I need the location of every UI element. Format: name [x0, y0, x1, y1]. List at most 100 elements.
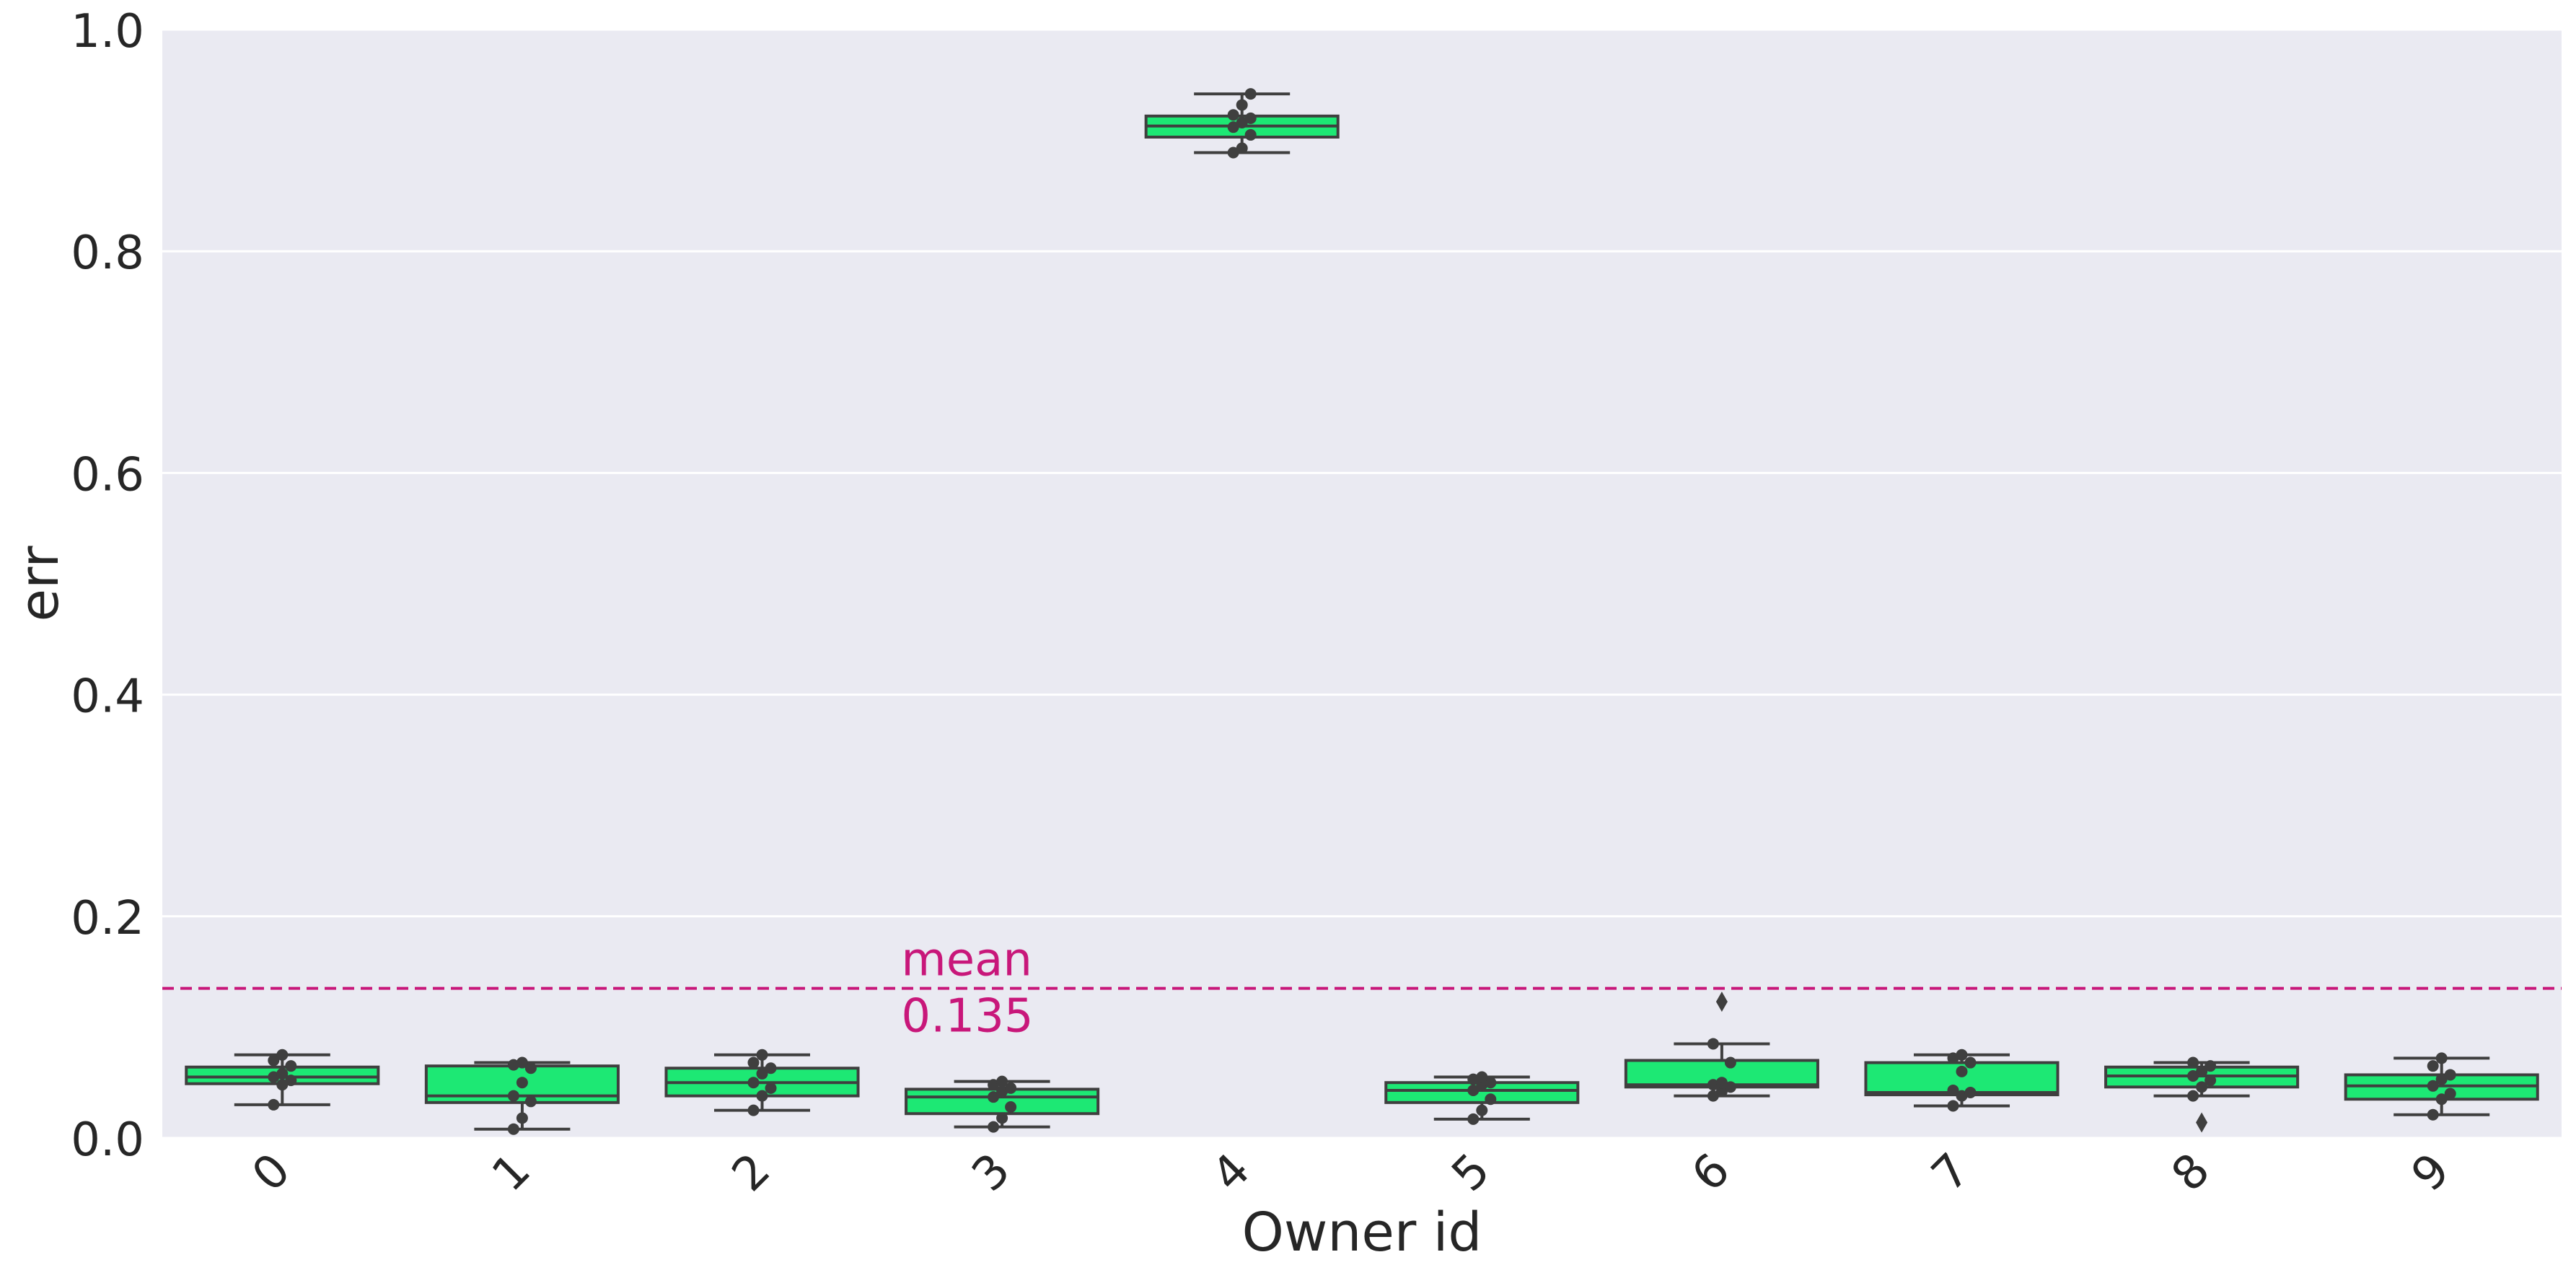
data-point	[1485, 1093, 1497, 1106]
data-point	[756, 1090, 768, 1102]
data-point	[1236, 142, 1248, 154]
data-point	[1724, 1081, 1736, 1093]
data-point	[1947, 1100, 1959, 1112]
y-tick-label: 0.6	[71, 448, 144, 502]
x-tick-labels: 0 1 2 3 4 5 6 7 8 9	[242, 1144, 2461, 1202]
data-point	[765, 1062, 777, 1075]
data-point	[1707, 1079, 1719, 1091]
data-point	[1005, 1100, 1017, 1113]
plot-area	[162, 30, 2562, 1138]
data-point	[747, 1104, 760, 1116]
data-point	[2435, 1093, 2448, 1106]
data-point	[1964, 1056, 1977, 1069]
data-point	[1707, 1038, 1719, 1050]
data-point	[1485, 1077, 1497, 1089]
data-point	[765, 1082, 777, 1094]
mean-label: mean	[901, 934, 1032, 987]
x-tick-label: 3	[962, 1144, 1021, 1202]
data-point	[2427, 1108, 2439, 1121]
data-point	[1476, 1071, 1488, 1083]
data-point	[2435, 1052, 2448, 1064]
outlier-point	[2196, 1112, 2208, 1133]
data-point	[516, 1056, 528, 1069]
x-tick-label: 2	[722, 1144, 781, 1202]
data-point	[268, 1071, 280, 1083]
data-point	[268, 1098, 280, 1111]
y-tick-labels: 0.0 0.2 0.4 0.6 0.8 1.0	[71, 5, 144, 1167]
data-point	[747, 1056, 760, 1069]
x-tick-label: 7	[1922, 1144, 1980, 1202]
data-point	[2427, 1060, 2439, 1072]
data-point	[507, 1123, 519, 1135]
data-point	[524, 1062, 537, 1075]
data-point	[285, 1075, 297, 1087]
data-point	[747, 1077, 760, 1089]
mean-value-label: 0.135	[901, 990, 1033, 1043]
boxes	[185, 88, 2539, 1135]
box-0	[185, 1049, 380, 1111]
x-tick-label: 5	[1442, 1144, 1500, 1202]
x-tick-label: 9	[2401, 1144, 2460, 1202]
box-6	[1624, 992, 1819, 1102]
x-tick-label: 4	[1202, 1144, 1260, 1202]
outlier-point	[1715, 992, 1728, 1012]
data-point	[2444, 1069, 2456, 1081]
y-tick-label: 0.4	[71, 670, 144, 724]
data-point	[988, 1079, 1000, 1091]
data-point	[2196, 1065, 2208, 1077]
box-4	[1144, 88, 1340, 159]
data-point	[276, 1067, 289, 1080]
gridlines	[162, 28, 2562, 1139]
data-point	[2204, 1060, 2217, 1072]
data-point	[1236, 117, 1248, 129]
data-point	[2435, 1073, 2448, 1085]
box-9	[2344, 1052, 2539, 1121]
y-tick-label: 1.0	[71, 5, 144, 58]
data-point	[1947, 1084, 1959, 1096]
data-point	[2187, 1056, 2199, 1069]
data-point	[507, 1059, 519, 1071]
box-8	[2104, 1056, 2300, 1133]
data-point	[1715, 1085, 1728, 1098]
data-point	[1244, 112, 1257, 124]
data-point	[2196, 1081, 2208, 1093]
data-point	[1707, 1090, 1719, 1102]
data-point	[756, 1067, 768, 1080]
data-point	[1964, 1087, 1977, 1099]
data-point	[2187, 1090, 2199, 1102]
data-point	[1005, 1082, 1017, 1094]
data-point	[516, 1077, 528, 1089]
data-point	[285, 1060, 297, 1072]
x-tick-label: 0	[242, 1144, 301, 1202]
x-tick-label: 1	[482, 1144, 540, 1202]
data-point	[2187, 1069, 2199, 1082]
data-point	[516, 1112, 528, 1124]
data-point	[1715, 1077, 1728, 1089]
box-1	[424, 1056, 620, 1135]
data-point	[1467, 1084, 1480, 1096]
data-point	[996, 1085, 1008, 1098]
data-point	[2427, 1080, 2439, 1092]
data-point	[2444, 1087, 2456, 1100]
x-tick-label: 6	[1682, 1144, 1740, 1202]
data-point	[988, 1121, 1000, 1133]
data-point	[1227, 146, 1239, 159]
data-point	[1236, 99, 1248, 111]
data-point	[1227, 109, 1239, 121]
data-point	[1956, 1049, 1968, 1061]
data-point	[1467, 1113, 1480, 1125]
y-tick-label: 0.8	[71, 227, 144, 280]
data-point	[1227, 121, 1239, 134]
y-axis-label: err	[9, 546, 71, 622]
data-point	[1947, 1052, 1959, 1064]
data-point	[276, 1049, 289, 1061]
x-tick-label: 8	[2162, 1144, 2220, 1202]
box-7	[1864, 1049, 2060, 1112]
data-point	[507, 1090, 519, 1102]
y-tick-label: 0.2	[71, 892, 144, 945]
data-point	[1244, 88, 1257, 100]
data-point	[2204, 1075, 2217, 1087]
data-point	[1476, 1104, 1488, 1116]
